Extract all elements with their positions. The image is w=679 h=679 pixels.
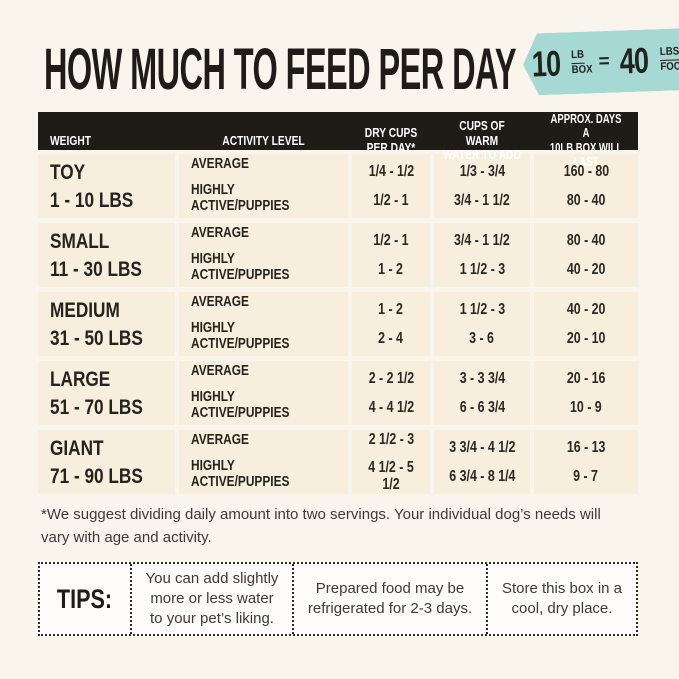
badge-food-top: LBS xyxy=(659,45,679,61)
table-row-large-activity-cell: AVERAGE HIGHLY ACTIVE/PUPPIES xyxy=(179,361,348,425)
table-row-toy-water-cell: 1/3 - 3/4 3/4 - 1 1/2 xyxy=(434,154,530,218)
table-row-small-weight-cell: SMALL 11 - 30 LBS xyxy=(38,223,175,287)
table-row-giant-water-cell: 3 3/4 - 4 1/2 6 3/4 - 8 1/4 xyxy=(434,430,530,494)
badge-food-top-row: LBS of xyxy=(659,45,679,61)
table-row-small-activity-cell: AVERAGE HIGHLY ACTIVE/PUPPIES xyxy=(179,223,348,287)
table-row-medium-activity-cell: AVERAGE HIGHLY ACTIVE/PUPPIES xyxy=(179,292,348,356)
table-row-giant-activity-cell: AVERAGE HIGHLY ACTIVE/PUPPIES xyxy=(179,430,348,494)
column-header-warm-water: CUPS OF WARM WATER TO ADD xyxy=(443,119,521,162)
badge-food-quantity: 40 xyxy=(618,39,649,82)
table-row-small-days-cell: 80 - 40 40 - 20 xyxy=(534,223,638,287)
badge-box-unit: LB BOX xyxy=(571,48,593,77)
table-row-giant-dry-cups-cell: 2 1/2 - 3 4 1/2 - 5 1/2 xyxy=(352,430,430,494)
tip-storage: Store this box in a cool, dry place. xyxy=(501,579,623,617)
badge-box-quantity: 10 xyxy=(530,42,561,85)
table-row-large-dry-cups-cell: 2 - 2 1/2 4 - 4 1/2 xyxy=(352,361,430,425)
tips-divider-2 xyxy=(292,564,294,634)
column-header-days-box-lasts: APPROX. DAYS A 10LB BOX WILL LAST xyxy=(549,112,623,170)
page-title: HOW MUCH TO FEED PER DAY xyxy=(44,37,517,102)
tip-water-adjustment: You can add slightly more or less water … xyxy=(145,569,279,628)
tip-refrigeration: Prepared food may be refrigerated for 2-… xyxy=(307,579,473,617)
feeding-table: WEIGHT ACTIVITY LEVEL DRY CUPS PER DAY* … xyxy=(38,112,638,494)
badge-equals-sign: = xyxy=(598,50,610,73)
badge-unit-top: LB xyxy=(571,49,584,65)
table-row-small-dry-cups-cell: 1/2 - 1 1 - 2 xyxy=(352,223,430,287)
table-row-giant-days-cell: 16 - 13 9 - 7 xyxy=(534,430,638,494)
table-row-large-water-cell: 3 - 3 3/4 6 - 6 3/4 xyxy=(434,361,530,425)
column-header-activity-level: ACTIVITY LEVEL xyxy=(222,133,305,148)
column-header-weight: WEIGHT xyxy=(50,133,91,148)
table-header-row: WEIGHT ACTIVITY LEVEL DRY CUPS PER DAY* … xyxy=(38,112,638,169)
serving-footnote: *We suggest dividing daily amount into t… xyxy=(41,506,601,546)
badge-food-bottom: FOOD! xyxy=(659,59,679,74)
table-row-toy-days-cell: 160 - 80 80 - 40 xyxy=(534,154,638,218)
table-row-large-days-cell: 20 - 16 10 - 9 xyxy=(534,361,638,425)
tips-divider-1 xyxy=(130,564,132,634)
table-body: TOY 1 - 10 LBS AVERAGE HIGHLY ACTIVE/PUP… xyxy=(38,154,638,494)
column-header-dry-cups: DRY CUPS PER DAY* xyxy=(364,126,418,155)
table-row-giant-weight-cell: GIANT 71 - 90 LBS xyxy=(38,430,175,494)
table-row-toy-weight-cell: TOY 1 - 10 LBS xyxy=(38,154,175,218)
table-row-medium-weight-cell: MEDIUM 31 - 50 LBS xyxy=(38,292,175,356)
table-row-toy-dry-cups-cell: 1/4 - 1/2 1/2 - 1 xyxy=(352,154,430,218)
tips-box: TIPS: You can add slightly more or less … xyxy=(38,562,638,636)
tips-label: TIPS: xyxy=(57,583,113,614)
table-row-small-water-cell: 3/4 - 1 1/2 1 1/2 - 3 xyxy=(434,223,530,287)
badge-food-unit: LBS of FOOD! xyxy=(659,45,679,74)
table-row-medium-water-cell: 1 1/2 - 3 3 - 6 xyxy=(434,292,530,356)
badge-unit-bottom: BOX xyxy=(571,63,593,77)
table-row-medium-dry-cups-cell: 1 - 2 2 - 4 xyxy=(352,292,430,356)
table-row-toy-activity-cell: AVERAGE HIGHLY ACTIVE/PUPPIES xyxy=(179,154,348,218)
table-row-large-weight-cell: LARGE 51 - 70 LBS xyxy=(38,361,175,425)
tips-divider-3 xyxy=(486,564,488,634)
box-equivalence-badge: 10 LB BOX = 40 LBS of FOOD! xyxy=(522,28,679,96)
table-row-medium-days-cell: 40 - 20 20 - 10 xyxy=(534,292,638,356)
